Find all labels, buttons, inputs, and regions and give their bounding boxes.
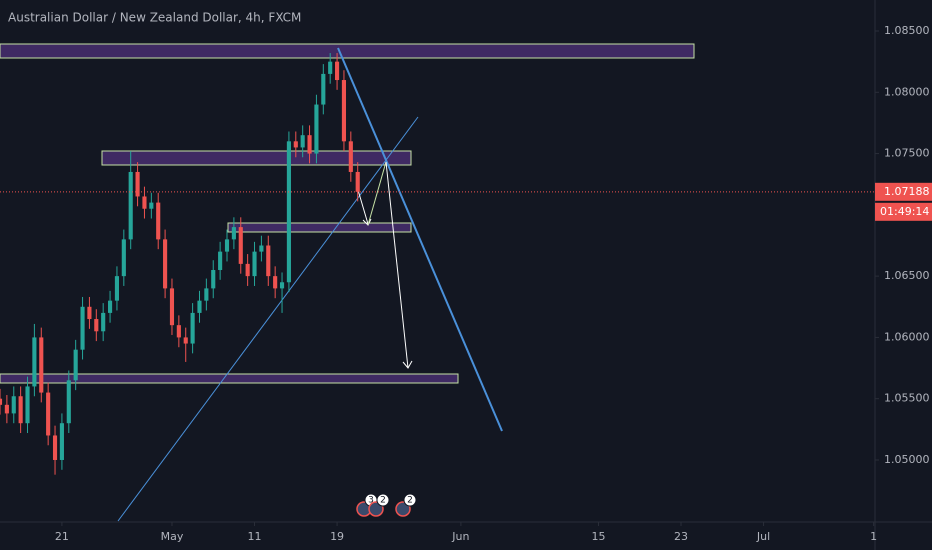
candle-body (218, 251, 223, 271)
candle-body (328, 61, 333, 74)
x-tick-label: Jul (756, 530, 770, 543)
candle-body (307, 135, 312, 154)
candle-body (259, 245, 264, 252)
zone (227, 222, 412, 233)
candle-body (286, 141, 291, 283)
candle-body (300, 135, 305, 148)
candle-body (224, 239, 230, 252)
candle-body (46, 392, 51, 436)
candle-body (273, 276, 278, 289)
drawings (0, 43, 695, 384)
candle-body (59, 423, 64, 460)
candle-body (142, 196, 147, 209)
candle-body (32, 337, 37, 387)
candle-body (314, 104, 319, 154)
candle-body (293, 141, 298, 148)
y-tick-label: 1.05500 (884, 392, 930, 405)
candle-body (11, 396, 16, 414)
candle-body (18, 396, 23, 424)
y-tick-label: 1.07500 (884, 147, 930, 160)
trend-line (337, 47, 503, 432)
candle-body (39, 337, 44, 393)
candle-body (169, 288, 175, 326)
y-tick-label: 1.06500 (884, 269, 930, 282)
candle-body (135, 171, 140, 197)
trend-line (117, 116, 419, 522)
candle-body (211, 270, 216, 289)
countdown-box (875, 202, 932, 221)
arrow (385, 161, 409, 369)
candle-body (0, 398, 3, 405)
zone (101, 150, 412, 166)
event-icon (368, 501, 384, 517)
candle-body (238, 227, 243, 264)
overlay (117, 47, 503, 522)
candle-body (348, 141, 353, 172)
candle-body (341, 80, 347, 142)
x-tick-label: 23 (674, 530, 688, 543)
y-tick-label: 1.08000 (884, 85, 930, 98)
candle-body (183, 337, 188, 344)
event-badge (403, 493, 417, 507)
candle-body (156, 202, 161, 240)
candle-body (335, 61, 340, 81)
event-count: 2 (407, 496, 413, 506)
x-tick-label: May (161, 530, 184, 543)
last-price-label: 1.07188 (884, 185, 930, 198)
chart-title: Australian Dollar / New Zealand Dollar, … (8, 11, 301, 25)
y-tick-label: 1.05000 (884, 453, 930, 466)
candle-body (231, 227, 236, 240)
candle-body (4, 404, 9, 414)
arrow (367, 161, 387, 226)
candle-body (66, 380, 71, 424)
candle-body (101, 312, 106, 332)
candles (0, 53, 360, 475)
event-count: 3 (368, 496, 374, 506)
x-tick-label: Jun (451, 530, 469, 543)
candle-body (73, 349, 78, 381)
candle-body (80, 306, 85, 350)
candle-body (128, 171, 133, 240)
candle-body (321, 73, 326, 105)
candle-body (279, 282, 285, 289)
event-icon (395, 501, 411, 517)
candle-body (121, 239, 126, 277)
candle-body (355, 171, 360, 192)
zone (0, 373, 459, 384)
y-tick-label: 1.08500 (884, 24, 930, 37)
candle-body (107, 300, 113, 313)
candle-body (52, 435, 58, 460)
event-badge (376, 493, 390, 507)
zone (0, 43, 695, 59)
x-tick-label: 21 (55, 530, 69, 543)
candle-body (190, 312, 195, 344)
candle-body (176, 325, 181, 338)
arrow (357, 189, 369, 225)
candle-body (114, 276, 120, 301)
candle-body (252, 251, 257, 277)
x-tick-label: 1 (870, 530, 877, 543)
arrow-head (402, 360, 413, 369)
candle-body (87, 306, 92, 320)
candle-body (163, 239, 168, 289)
x-tick-label: 11 (248, 530, 262, 543)
x-tick-label: 15 (591, 530, 605, 543)
candle-body (204, 288, 209, 301)
candle-body (197, 300, 202, 313)
candle-body (266, 245, 271, 277)
x-tick-label: 19 (330, 530, 344, 543)
candle-body (25, 386, 30, 424)
countdown-label: 01:49:14 (880, 205, 929, 218)
candle-body (149, 202, 154, 209)
candle-body (245, 263, 250, 277)
event-count: 2 (380, 496, 386, 506)
y-tick-label: 1.06000 (884, 330, 930, 343)
candle-body (94, 319, 99, 332)
last-price-box (875, 182, 932, 201)
